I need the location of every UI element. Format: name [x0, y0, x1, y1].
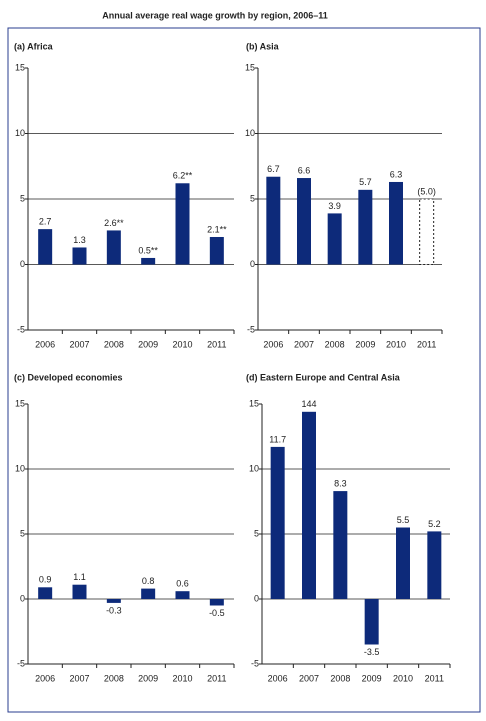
bar [106, 599, 121, 603]
x-tick-label: 2008 [330, 673, 350, 683]
bar [333, 491, 348, 599]
page-title: Annual average real wage growth by regio… [102, 10, 328, 20]
y-tick-label: 15 [15, 398, 25, 408]
bar [175, 591, 190, 599]
bar [266, 176, 281, 265]
x-tick-label: 2006 [263, 339, 283, 349]
x-tick-label: 2011 [207, 673, 226, 683]
y-tick-label: 0 [20, 259, 25, 269]
frame [7, 27, 481, 713]
y-tick-label: 10 [15, 128, 25, 138]
data-label: 0.9 [39, 575, 52, 585]
x-tick-label: 2009 [138, 339, 158, 349]
x-tick-label: 2009 [362, 673, 382, 683]
data-label: 6.6 [298, 165, 311, 175]
bar [364, 599, 379, 645]
bar [38, 587, 53, 599]
panel-title: (c) Developed economies [14, 372, 123, 382]
y-tick-label: -5 [251, 658, 259, 668]
data-label: 6.3 [390, 169, 403, 179]
x-tick-label: 2007 [69, 673, 89, 683]
data-label: 5.2 [428, 519, 441, 529]
data-label: 0.5** [138, 245, 158, 255]
data-label: 8.3 [334, 478, 347, 488]
y-tick-label: 15 [249, 398, 259, 408]
y-tick-label: 0 [20, 593, 25, 603]
x-tick-label: 2008 [104, 673, 124, 683]
x-tick-label: 2007 [69, 339, 89, 349]
y-tick-label: 5 [250, 193, 255, 203]
bar [427, 531, 442, 599]
data-label: -3.5 [364, 647, 380, 657]
y-tick-label: 5 [20, 528, 25, 538]
x-tick-label: 2008 [104, 339, 124, 349]
bar [209, 599, 224, 606]
data-label: 3.9 [328, 201, 341, 211]
data-label: 2.7 [39, 217, 52, 227]
data-label: 144 [301, 399, 316, 409]
data-label: 0.6 [176, 579, 189, 589]
data-label: 6.7 [267, 164, 280, 174]
bar [38, 229, 53, 265]
x-tick-label: 2006 [35, 339, 55, 349]
bar [419, 198, 435, 265]
y-tick-label: 0 [254, 593, 259, 603]
data-label: 2.6** [104, 218, 124, 228]
bar [297, 178, 311, 265]
x-tick-label: 2008 [325, 339, 345, 349]
data-label: -0.3 [106, 605, 122, 615]
y-tick-label: 5 [254, 528, 259, 538]
data-label: (5.0) [417, 186, 436, 196]
bar [396, 527, 410, 599]
x-tick-label: 2006 [268, 673, 288, 683]
y-tick-label: 10 [249, 463, 259, 473]
panel-title: (d) Eastern Europe and Central Asia [246, 372, 401, 382]
panel-title: (a) Africa [14, 41, 54, 51]
x-tick-label: 2009 [355, 339, 375, 349]
bar [72, 247, 87, 265]
x-tick-label: 2010 [172, 673, 192, 683]
data-label: 5.7 [359, 177, 372, 187]
y-tick-label: 0 [250, 259, 255, 269]
data-label: 5.5 [397, 515, 410, 525]
x-tick-label: 2007 [299, 673, 319, 683]
y-tick-label: -5 [17, 324, 25, 334]
bar [106, 230, 121, 265]
x-tick-label: 2006 [35, 673, 55, 683]
data-label: 1.3 [73, 235, 86, 245]
data-label: 2.1** [207, 224, 227, 234]
x-tick-label: 2009 [138, 673, 158, 683]
x-tick-label: 2010 [393, 673, 413, 683]
bar [141, 588, 156, 599]
bar [270, 446, 285, 599]
bar [302, 411, 316, 599]
bar [327, 213, 342, 265]
x-tick-label: 2011 [417, 339, 436, 349]
x-tick-label: 2011 [425, 673, 444, 683]
data-label: 6.2** [173, 171, 193, 181]
x-tick-label: 2011 [207, 339, 226, 349]
y-tick-label: -5 [17, 658, 25, 668]
panel-title: (b) Asia [246, 41, 280, 51]
bar [141, 257, 156, 265]
data-label: -0.5 [209, 608, 225, 618]
bar [72, 584, 87, 599]
y-tick-label: 15 [245, 62, 255, 72]
data-label: 0.8 [142, 576, 155, 586]
y-tick-label: 10 [245, 128, 255, 138]
y-tick-label: 10 [15, 463, 25, 473]
x-tick-label: 2010 [172, 339, 192, 349]
y-tick-label: 15 [15, 62, 25, 72]
data-label: 11.7 [269, 434, 286, 444]
y-tick-label: 5 [20, 193, 25, 203]
bar [389, 181, 403, 265]
data-label: 1.1 [73, 572, 86, 582]
bar [209, 236, 224, 265]
bar [358, 189, 373, 265]
x-tick-label: 2010 [386, 339, 406, 349]
x-tick-label: 2007 [294, 339, 314, 349]
bar [175, 183, 190, 265]
y-tick-label: -5 [247, 324, 255, 334]
